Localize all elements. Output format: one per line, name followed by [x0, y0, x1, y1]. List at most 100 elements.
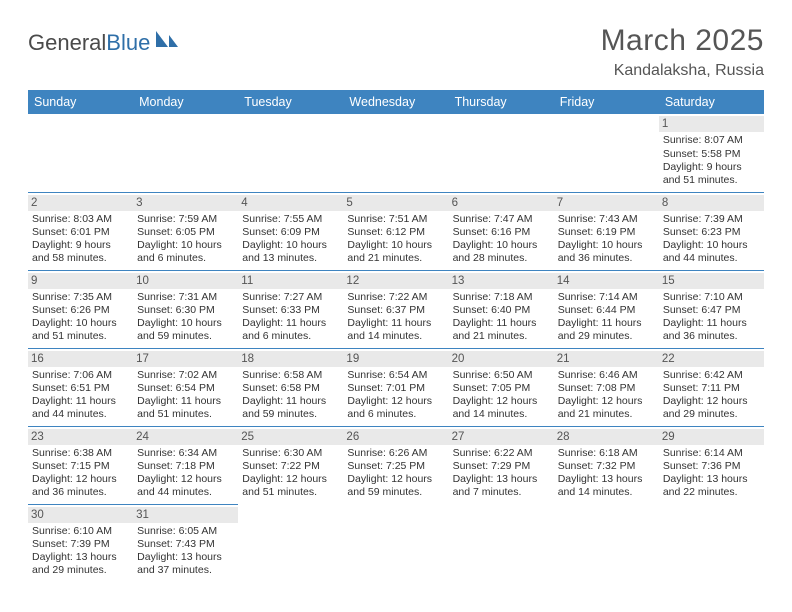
- day-detail-line: Sunrise: 7:35 AM: [32, 291, 129, 304]
- day-details: Sunrise: 7:27 AMSunset: 6:33 PMDaylight:…: [242, 291, 339, 344]
- day-details: Sunrise: 6:38 AMSunset: 7:15 PMDaylight:…: [32, 447, 129, 500]
- day-detail-line: and 29 minutes.: [663, 408, 760, 421]
- day-detail-line: Sunset: 6:51 PM: [32, 382, 129, 395]
- calendar-cell: [449, 114, 554, 192]
- day-detail-line: and 59 minutes.: [242, 408, 339, 421]
- day-detail-line: Sunrise: 7:06 AM: [32, 369, 129, 382]
- day-detail-line: Sunset: 6:30 PM: [137, 304, 234, 317]
- day-detail-line: Daylight: 12 hours: [347, 395, 444, 408]
- day-number: 29: [659, 429, 764, 445]
- day-detail-line: Daylight: 10 hours: [663, 239, 760, 252]
- calendar-cell: 27Sunrise: 6:22 AMSunset: 7:29 PMDayligh…: [449, 426, 554, 504]
- calendar-cell: 9Sunrise: 7:35 AMSunset: 6:26 PMDaylight…: [28, 270, 133, 348]
- day-detail-line: Sunrise: 7:27 AM: [242, 291, 339, 304]
- day-number: 3: [133, 195, 238, 211]
- calendar-cell: 14 Sunrise: 7:14 AMSunset: 6:44 PMDayligh…: [554, 270, 659, 348]
- day-detail-line: Daylight: 12 hours: [453, 395, 550, 408]
- day-number: 24: [133, 429, 238, 445]
- calendar-cell: [343, 504, 448, 582]
- calendar-cell: 26Sunrise: 6:26 AMSunset: 7:25 PMDayligh…: [343, 426, 448, 504]
- day-detail-line: Sunrise: 6:42 AM: [663, 369, 760, 382]
- day-number: 13: [449, 273, 554, 289]
- day-number: 17: [133, 351, 238, 367]
- day-detail-line: and 6 minutes.: [347, 408, 444, 421]
- day-detail-line: and 51 minutes.: [663, 174, 760, 187]
- day-details: Sunrise: 7:14 AMSunset: 6:44 PMDaylight:…: [558, 291, 655, 344]
- day-details: Sunrise: 6:30 AMSunset: 7:22 PMDaylight:…: [242, 447, 339, 500]
- day-detail-line: and 13 minutes.: [242, 252, 339, 265]
- day-detail-line: Sunrise: 6:26 AM: [347, 447, 444, 460]
- day-details: Sunrise: 7:22 AMSunset: 6:37 PMDaylight:…: [347, 291, 444, 344]
- weekday-header-row: Sunday Monday Tuesday Wednesday Thursday…: [28, 90, 764, 114]
- day-details: Sunrise: 6:46 AMSunset: 7:08 PMDaylight:…: [558, 369, 655, 422]
- day-detail-line: and 6 minutes.: [242, 330, 339, 343]
- day-details: Sunrise: 6:05 AMSunset: 7:43 PMDaylight:…: [137, 525, 234, 578]
- day-detail-line: Sunset: 6:05 PM: [137, 226, 234, 239]
- day-detail-line: Sunset: 7:05 PM: [453, 382, 550, 395]
- day-details: Sunrise: 6:42 AMSunset: 7:11 PMDaylight:…: [663, 369, 760, 422]
- day-detail-line: Daylight: 9 hours: [32, 239, 129, 252]
- header: GeneralBlue March 2025 Kandalaksha, Russ…: [28, 24, 764, 80]
- calendar-cell: [554, 114, 659, 192]
- calendar-week-row: 30Sunrise: 6:10 AMSunset: 7:39 PMDayligh…: [28, 504, 764, 582]
- calendar-cell: 23Sunrise: 6:38 AMSunset: 7:15 PMDayligh…: [28, 426, 133, 504]
- calendar-cell: 13Sunrise: 7:18 AMSunset: 6:40 PMDayligh…: [449, 270, 554, 348]
- day-detail-line: Sunrise: 7:14 AM: [558, 291, 655, 304]
- day-number: 20: [449, 351, 554, 367]
- day-details: Sunrise: 6:34 AMSunset: 7:18 PMDaylight:…: [137, 447, 234, 500]
- logo: GeneralBlue: [28, 30, 180, 56]
- day-detail-line: and 44 minutes.: [32, 408, 129, 421]
- day-detail-line: and 22 minutes.: [663, 486, 760, 499]
- day-details: Sunrise: 6:58 AMSunset: 6:58 PMDaylight:…: [242, 369, 339, 422]
- calendar-cell: [133, 114, 238, 192]
- day-detail-line: Sunset: 6:01 PM: [32, 226, 129, 239]
- calendar-cell: [238, 114, 343, 192]
- day-detail-line: Sunrise: 7:39 AM: [663, 213, 760, 226]
- day-detail-line: Sunset: 5:58 PM: [663, 148, 760, 161]
- day-detail-line: Sunrise: 7:59 AM: [137, 213, 234, 226]
- day-detail-line: and 59 minutes.: [347, 486, 444, 499]
- day-detail-line: Daylight: 11 hours: [558, 317, 655, 330]
- day-detail-line: Sunset: 7:18 PM: [137, 460, 234, 473]
- calendar-cell: 29Sunrise: 6:14 AMSunset: 7:36 PMDayligh…: [659, 426, 764, 504]
- weekday-header: Monday: [133, 90, 238, 114]
- day-details: Sunrise: 7:47 AMSunset: 6:16 PMDaylight:…: [453, 213, 550, 266]
- day-detail-line: Daylight: 11 hours: [347, 317, 444, 330]
- day-number: 22: [659, 351, 764, 367]
- day-detail-line: Sunrise: 6:30 AM: [242, 447, 339, 460]
- day-detail-line: Sunrise: 7:31 AM: [137, 291, 234, 304]
- day-details: Sunrise: 7:39 AMSunset: 6:23 PMDaylight:…: [663, 213, 760, 266]
- day-detail-line: Daylight: 10 hours: [453, 239, 550, 252]
- day-number: 16: [28, 351, 133, 367]
- day-detail-line: Daylight: 12 hours: [558, 395, 655, 408]
- day-details: Sunrise: 8:03 AMSunset: 6:01 PMDaylight:…: [32, 213, 129, 266]
- day-details: Sunrise: 7:35 AMSunset: 6:26 PMDaylight:…: [32, 291, 129, 344]
- calendar-cell: 25Sunrise: 6:30 AMSunset: 7:22 PMDayligh…: [238, 426, 343, 504]
- day-detail-line: and 21 minutes.: [347, 252, 444, 265]
- day-details: Sunrise: 7:59 AMSunset: 6:05 PMDaylight:…: [137, 213, 234, 266]
- calendar-cell: 6Sunrise: 7:47 AMSunset: 6:16 PMDaylight…: [449, 192, 554, 270]
- day-detail-line: Daylight: 10 hours: [242, 239, 339, 252]
- day-details: Sunrise: 8:07 AMSunset: 5:58 PMDaylight:…: [663, 134, 760, 187]
- day-details: Sunrise: 7:10 AMSunset: 6:47 PMDaylight:…: [663, 291, 760, 344]
- day-number: 14: [554, 273, 659, 289]
- day-detail-line: and 21 minutes.: [558, 408, 655, 421]
- day-detail-line: Sunrise: 7:47 AM: [453, 213, 550, 226]
- day-detail-line: and 59 minutes.: [137, 330, 234, 343]
- day-detail-line: Sunset: 7:39 PM: [32, 538, 129, 551]
- day-detail-line: Daylight: 12 hours: [663, 395, 760, 408]
- day-number: 12: [343, 273, 448, 289]
- day-detail-line: and 51 minutes.: [32, 330, 129, 343]
- calendar-cell: [238, 504, 343, 582]
- day-detail-line: Sunset: 7:32 PM: [558, 460, 655, 473]
- weekday-header: Sunday: [28, 90, 133, 114]
- day-number: 2: [28, 195, 133, 211]
- calendar-cell: [659, 504, 764, 582]
- calendar-cell: 1Sunrise: 8:07 AMSunset: 5:58 PMDaylight…: [659, 114, 764, 192]
- day-detail-line: Daylight: 10 hours: [32, 317, 129, 330]
- day-detail-line: and 14 minutes.: [347, 330, 444, 343]
- calendar-cell: [554, 504, 659, 582]
- day-detail-line: and 14 minutes.: [558, 486, 655, 499]
- day-detail-line: Daylight: 13 hours: [558, 473, 655, 486]
- logo-part2: Blue: [106, 30, 150, 56]
